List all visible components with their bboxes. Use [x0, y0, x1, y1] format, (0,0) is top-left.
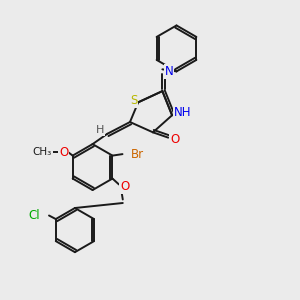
- Text: O: O: [120, 180, 130, 193]
- Text: N: N: [164, 65, 173, 78]
- Text: O: O: [59, 146, 68, 159]
- Text: H: H: [96, 125, 104, 135]
- Text: O: O: [170, 133, 179, 146]
- Text: NH: NH: [174, 106, 191, 119]
- Text: CH₃: CH₃: [33, 147, 52, 157]
- Text: Br: Br: [131, 148, 144, 160]
- Text: S: S: [130, 94, 137, 107]
- Text: Cl: Cl: [28, 209, 40, 222]
